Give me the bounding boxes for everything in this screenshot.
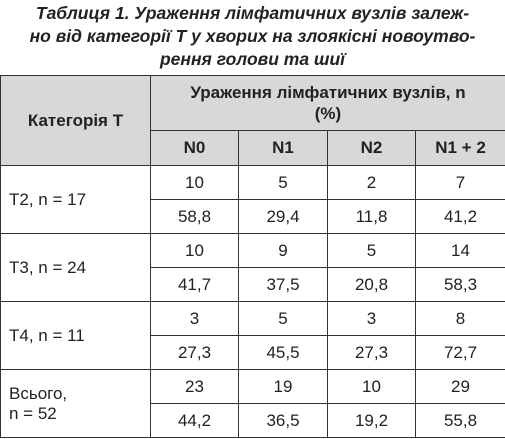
cell: 29 [415,369,505,404]
cell: 14 [415,233,505,268]
cell: 41,2 [415,199,505,234]
cell: 5 [238,301,328,336]
cell: 27,3 [150,335,239,370]
cell: 58,3 [415,267,505,302]
header-cell: N1 + 2 [415,130,505,166]
table: Категорія Т Ураження лімфатичних вузлів,… [0,75,505,438]
table-row: 41,7 37,5 20,8 58,3 [1,267,505,302]
cell: 27,3 [327,335,416,370]
cell: 9 [238,233,328,268]
cell: 41,7 [150,267,239,302]
cell: 5 [327,233,416,268]
cell: 37,5 [238,267,328,302]
cell: 29,4 [238,199,328,234]
cell: 10 [150,233,239,268]
table-row: 27,3 45,5 27,3 72,7 [1,335,505,370]
cell: 5 [238,165,328,200]
table-body: T2, n = 17 10 5 2 7 58,8 29,4 11,8 41,2 T3, n = 2… [0,165,505,438]
cell: 44,2 [150,403,239,438]
cell: 3 [327,301,416,336]
header-row: N0 N1 N2 N1 + 2 [1,130,505,166]
header-cell: N0 [150,130,239,166]
table-row: T2, n = 17 10 5 2 7 [0,165,505,234]
cell: 23 [150,369,239,404]
header-cell: N2 [327,130,416,166]
cell: 2 [327,165,416,200]
cell: 7 [415,165,505,200]
header-cell: Ураження лімфатичних вузлів, n (%) [150,75,505,131]
table-row: Всього, n = 52 23 19 10 29 [0,369,505,438]
cell: 11,8 [327,199,416,234]
table-row: 58,8 29,4 11,8 41,2 [1,199,505,234]
title-line: Таблиця 1. Ураження лімфатичних вузлів з… [35,3,470,23]
table-row: T3, n = 24 10 9 5 14 [0,233,505,302]
title-line: но від категорії Т у хворих на злоякісні… [29,26,476,46]
row-label: T4, n = 11 [0,301,151,370]
cell: 10 [150,165,239,200]
header-cell: Категорія Т [0,75,151,166]
cell: 72,7 [415,335,505,370]
header-cell: N1 [238,130,328,166]
row-label: T2, n = 17 [0,165,151,234]
cell: 19,2 [327,403,416,438]
cell: 8 [415,301,505,336]
cell: 3 [150,301,239,336]
table-row: 44,2 36,5 19,2 55,8 [1,403,505,438]
table-row: T4, n = 11 3 5 3 8 [0,301,505,370]
cell: 45,5 [238,335,328,370]
cell: 19 [238,369,328,404]
title-line: рення голови та шиї [159,49,346,69]
cell: 58,8 [150,199,239,234]
cell: 10 [327,369,416,404]
row-label: Всього, n = 52 [0,369,151,438]
row-label: T3, n = 24 [0,233,151,302]
header-text: Ураження лімфатичних вузлів, n (%) [190,83,466,123]
cell: 20,8 [327,267,416,302]
cell: 36,5 [238,403,328,438]
cell: 55,8 [415,403,505,438]
header-row: Категорія Т Ураження лімфатичних вузлів,… [0,75,505,166]
table-title: Таблиця 1. Ураження лімфатичних вузлів з… [0,0,505,75]
